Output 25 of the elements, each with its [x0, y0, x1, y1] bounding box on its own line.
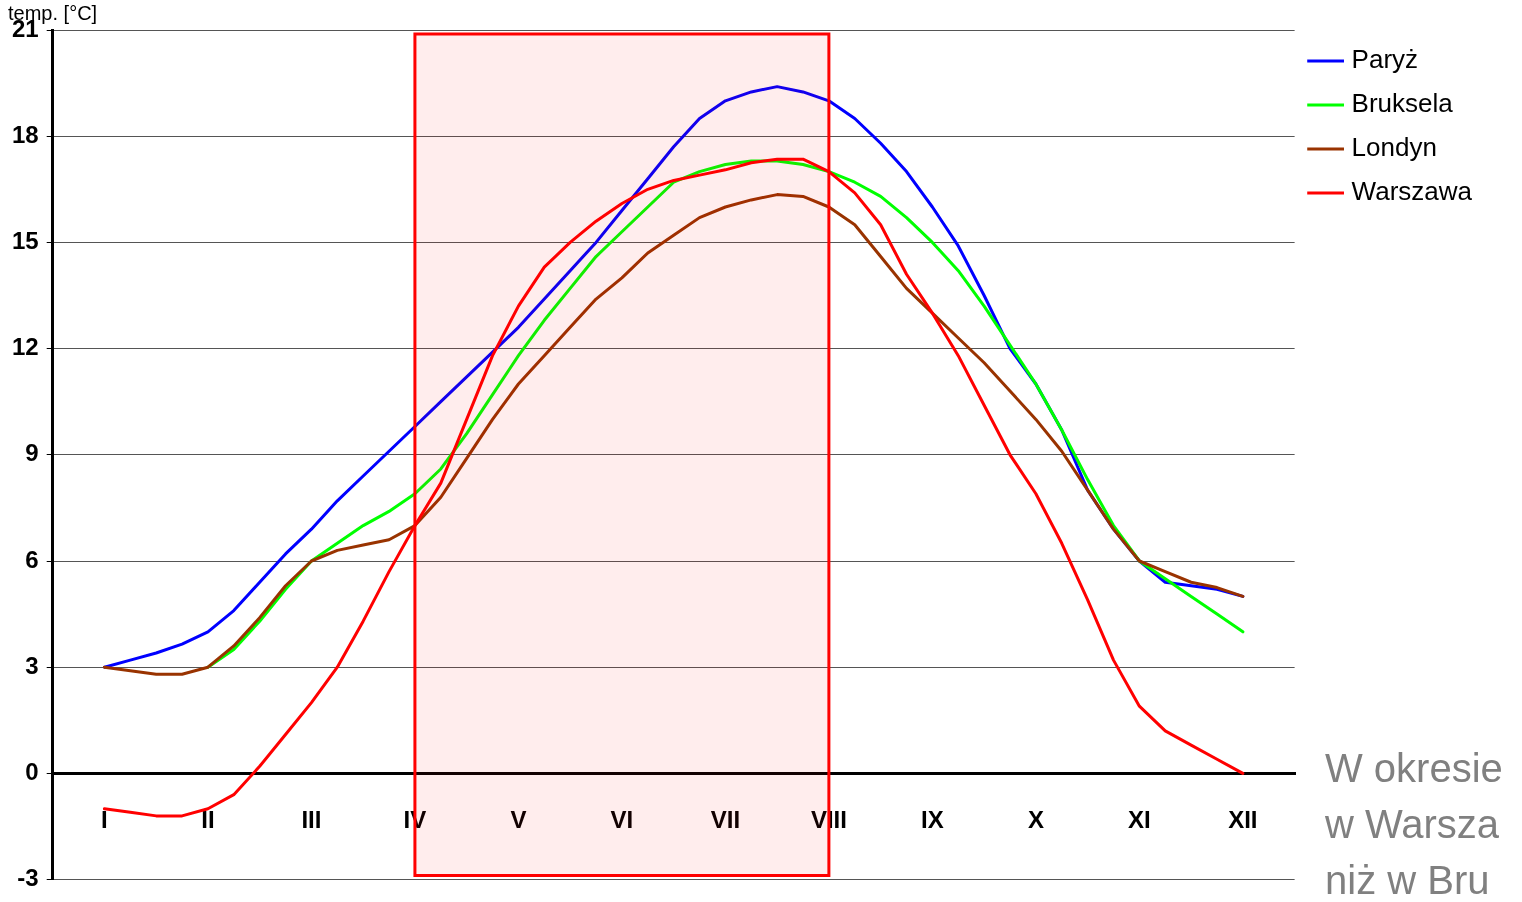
x-tick-label: VI	[610, 806, 634, 834]
y-tick-label: 0	[25, 758, 39, 786]
text: W okresie	[1325, 745, 1503, 792]
y-tick-label: 6	[25, 545, 39, 573]
y-tick-label: 15	[11, 227, 39, 255]
x-tick-label: II	[201, 806, 215, 834]
x-tick-label: IX	[921, 806, 944, 834]
text: niż w Bru	[1325, 857, 1491, 902]
y-tick-label: 12	[11, 333, 39, 361]
x-tick-label: V	[510, 806, 527, 834]
legend-label: Bruksela	[1351, 88, 1454, 119]
legend-label: Paryż	[1351, 44, 1419, 75]
x-tick-label: III	[301, 806, 322, 834]
x-tick-label: XII	[1228, 806, 1258, 834]
text: w Warsza	[1325, 801, 1501, 848]
y-tick-label: 9	[25, 439, 39, 467]
legend-label: Warszawa	[1351, 176, 1473, 207]
x-tick-label: VII	[710, 806, 741, 834]
y-tick-label: 18	[11, 120, 39, 148]
x-tick-label: XI	[1128, 806, 1151, 834]
x-tick-label: X	[1027, 806, 1044, 834]
x-tick-label: I	[101, 806, 108, 834]
y-tick-label: -3	[17, 864, 39, 892]
legend-label: Londyn	[1351, 132, 1437, 163]
y-tick-label: 3	[25, 651, 39, 679]
